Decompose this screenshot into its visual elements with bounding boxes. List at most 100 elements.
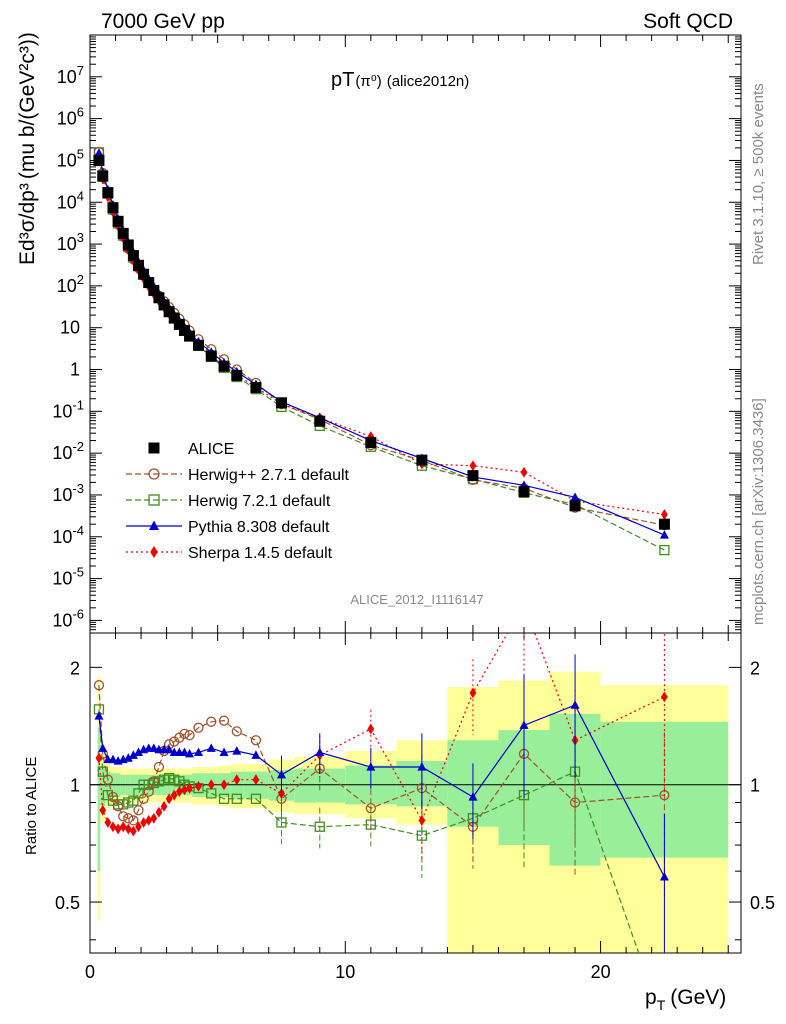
data-point	[275, 397, 287, 409]
legend: ALICE Herwig++ 2.7.1 default Herwig 7.2.1 …	[126, 441, 350, 562]
ratio-point	[130, 825, 137, 837]
legend-entry: Herwig 7.2.1 default	[126, 493, 331, 510]
legend-marker	[148, 494, 160, 506]
ratio-y-tick-label-right: 0.5	[750, 893, 775, 913]
legend-entry: Herwig++ 2.7.1 default	[126, 467, 350, 484]
ratio-point	[276, 769, 286, 779]
ratio-point	[232, 746, 242, 755]
ratio-point	[118, 811, 129, 822]
ratio-point	[155, 806, 163, 818]
y-tick-label: 10-4	[52, 523, 84, 547]
data-point	[218, 360, 230, 372]
y-tick-label: 10-1	[52, 397, 84, 421]
data-point	[178, 324, 190, 336]
y-tick-label: 105	[57, 146, 84, 170]
main-series-herwigpp	[93, 146, 670, 531]
data-point	[314, 415, 326, 427]
ratio-point	[366, 762, 376, 771]
data-point	[163, 306, 175, 318]
ratio-point	[206, 743, 216, 752]
ratio-point	[112, 801, 124, 812]
data-point	[173, 318, 185, 330]
ratio-point	[416, 830, 428, 841]
energy-label: 7000 GeV pp	[101, 10, 225, 33]
legend-label: Herwig 7.2.1 default	[188, 493, 331, 510]
series-line	[98, 157, 665, 516]
ratio-point	[661, 691, 668, 703]
ratio-y-tick-label: 0.5	[55, 893, 80, 913]
data-point	[117, 227, 129, 239]
ratio-point	[133, 805, 144, 816]
ratio-point	[367, 723, 375, 735]
legend-entry: Sherpa 1.4.5 default	[126, 545, 333, 562]
title-particle: (π⁰)	[355, 73, 381, 90]
ratio-series-layer	[93, 633, 670, 953]
main-series-alice	[93, 154, 670, 530]
ratio-point	[250, 735, 262, 746]
y-label-units: (mu b/(GeV²c³))	[16, 32, 39, 179]
ratio-point	[107, 791, 119, 803]
ratio-y-tick-label-right: 1	[750, 776, 760, 796]
data-point	[661, 509, 668, 520]
data-point	[659, 530, 669, 539]
plot-title: pT(π⁰) (alice2012n)	[331, 69, 469, 91]
ratio-line	[98, 633, 665, 832]
data-point	[148, 284, 160, 296]
series-line	[98, 152, 665, 536]
ratio-point	[206, 716, 217, 727]
data-point	[520, 466, 528, 478]
y-tick-label: 107	[57, 63, 84, 87]
ratio-point	[94, 711, 104, 720]
y-tick-label: 10-2	[52, 439, 84, 463]
y-label-numerator: d³σ	[16, 219, 39, 251]
data-point	[416, 454, 428, 466]
ratio-point	[150, 812, 158, 824]
data-point	[93, 154, 105, 166]
axis-ticks	[89, 34, 741, 953]
x-label-units: (GeV)	[670, 986, 726, 1009]
ratio-point	[218, 715, 230, 726]
ratio-point	[231, 726, 242, 737]
ratio-point	[102, 774, 114, 785]
x-tick-label: 10	[335, 962, 355, 982]
ratio-point	[104, 817, 112, 828]
data-point	[153, 292, 165, 304]
data-point	[205, 350, 217, 362]
ratio-point	[165, 793, 173, 805]
y-tick-label: 104	[57, 188, 84, 212]
ratio-point	[149, 743, 159, 752]
ratio-point	[124, 823, 132, 835]
title-analysis-tag: (alice2012n)	[387, 73, 470, 90]
y-tick-label: 10-5	[52, 565, 84, 589]
ratio-point	[95, 752, 103, 764]
ratio-point	[179, 728, 190, 740]
data-point	[658, 518, 670, 530]
ratio-point	[153, 761, 165, 773]
main-series-layer	[93, 146, 670, 556]
ratio-point	[219, 747, 229, 757]
ratio-point	[194, 747, 203, 757]
ratio-axis-label: Ratio to ALICE	[23, 757, 40, 855]
ratio-point	[659, 871, 669, 881]
data-point	[570, 492, 580, 501]
ratio-point	[181, 784, 188, 796]
rivet-label: Rivet 3.1.10, ≥ 500k events	[750, 83, 767, 265]
ratio-point	[170, 789, 178, 801]
data-point	[143, 277, 155, 289]
legend-label: ALICE	[188, 441, 234, 458]
ratio-point	[468, 792, 478, 801]
inner-band-bin	[230, 771, 244, 799]
inner-band-bin	[100, 765, 106, 807]
ratio-point	[128, 750, 138, 759]
data-point	[122, 239, 134, 251]
data-point	[518, 486, 530, 498]
ratio-point	[160, 800, 168, 812]
ratio-point	[179, 747, 189, 757]
main-series-pythia	[94, 148, 669, 539]
x-label-sub: T	[657, 997, 666, 1013]
ratio-uncertainty-bands	[90, 671, 741, 953]
ratio-point	[231, 793, 242, 804]
data-point	[659, 544, 670, 556]
data-point	[97, 170, 109, 182]
